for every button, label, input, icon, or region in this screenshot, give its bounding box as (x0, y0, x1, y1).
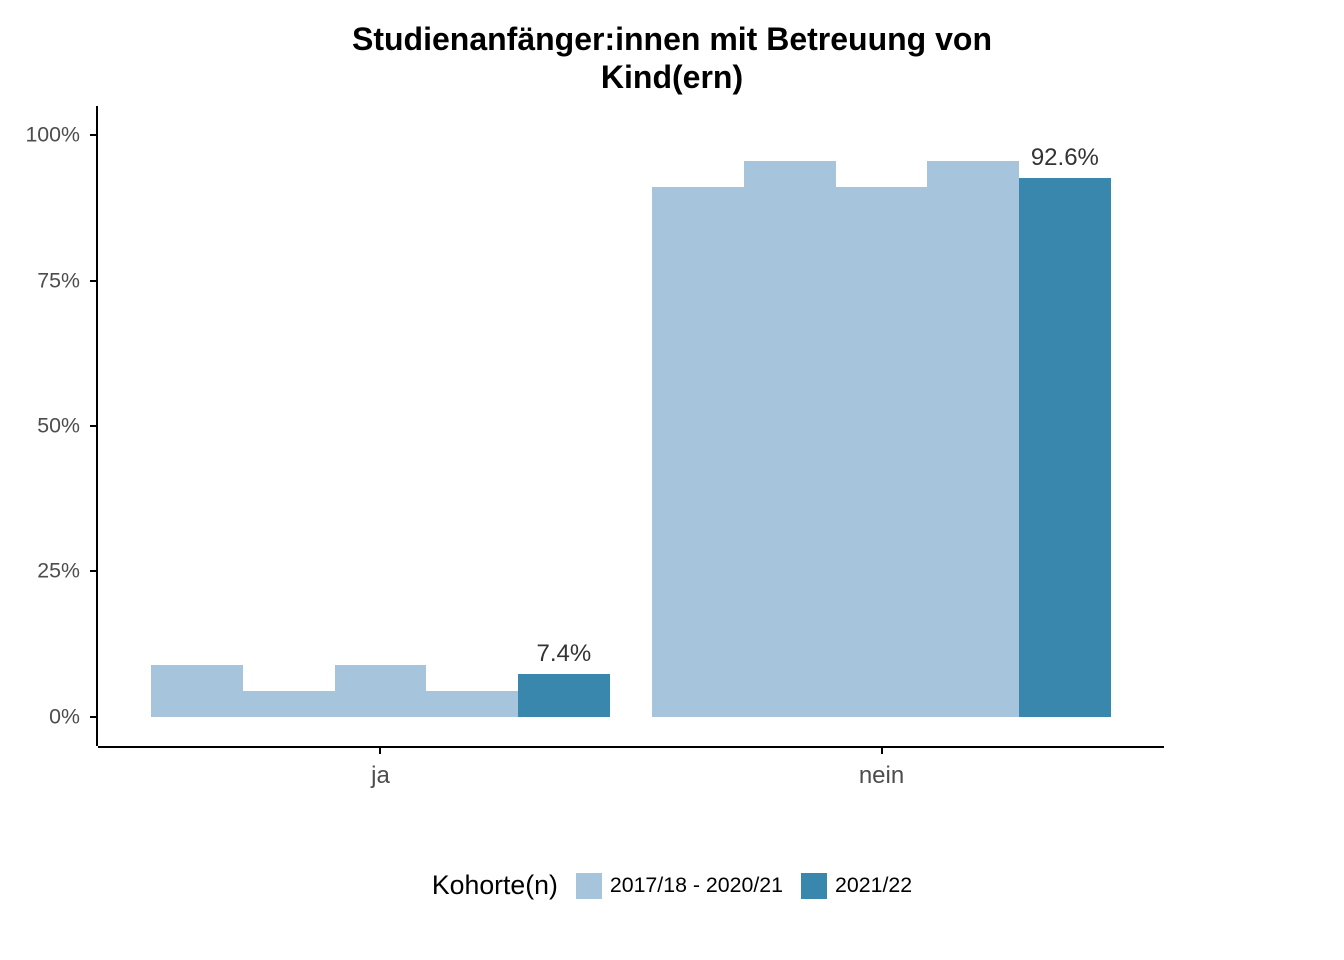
y-axis-line (96, 106, 98, 746)
x-tick-label: ja (371, 762, 390, 790)
x-axis-line (98, 746, 1164, 748)
bar (426, 691, 518, 717)
x-tick (379, 748, 381, 754)
y-tick (90, 280, 96, 282)
bar (243, 691, 335, 717)
legend-label: 2017/18 - 2020/21 (610, 873, 783, 898)
legend-title: Kohorte(n) (432, 870, 558, 901)
bar-value-label: 92.6% (1031, 144, 1099, 172)
y-tick (90, 425, 96, 427)
chart-container: Studienanfänger:innen mit Betreuung von … (0, 0, 1344, 960)
y-tick (90, 570, 96, 572)
y-tick-label: 50% (10, 414, 80, 439)
bar (151, 665, 243, 717)
chart-title-line1: Studienanfänger:innen mit Betreuung von (0, 20, 1344, 58)
x-tick-label: nein (859, 762, 904, 790)
legend-swatch (801, 873, 827, 899)
y-tick-label: 0% (10, 704, 80, 729)
bar-value-label: 7.4% (536, 640, 591, 668)
y-tick-label: 25% (10, 559, 80, 584)
y-tick (90, 134, 96, 136)
legend-swatch (576, 873, 602, 899)
chart-title-line2: Kind(ern) (0, 58, 1344, 96)
y-tick (90, 716, 96, 718)
bar (335, 665, 427, 717)
bar (1019, 178, 1111, 717)
legend-label: 2021/22 (835, 873, 912, 898)
y-tick-label: 75% (10, 268, 80, 293)
x-tick (881, 748, 883, 754)
legend-item: 2021/22 (801, 873, 912, 899)
plot-area: 0%25%50%75%100%janein7.4%92.6% (98, 106, 1164, 746)
bar (652, 187, 744, 716)
legend: Kohorte(n) 2017/18 - 2020/21 2021/22 (0, 870, 1344, 901)
bar (518, 674, 610, 717)
bar (927, 161, 1019, 717)
bar (744, 161, 836, 717)
bar (836, 187, 928, 716)
legend-item: 2017/18 - 2020/21 (576, 873, 783, 899)
chart-title: Studienanfänger:innen mit Betreuung von … (0, 0, 1344, 97)
y-tick-label: 100% (10, 123, 80, 148)
